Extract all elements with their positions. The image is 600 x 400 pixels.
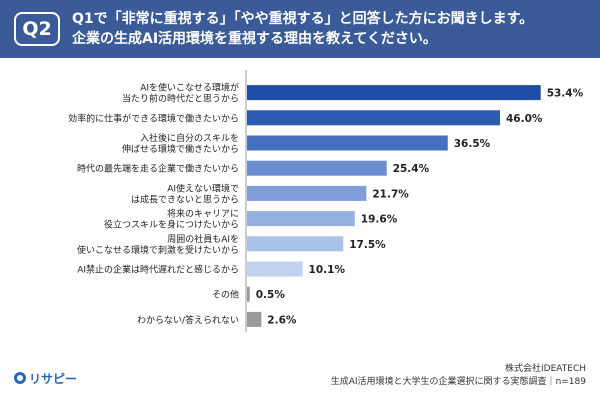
category-label: 将来のキャリアに — [167, 209, 239, 220]
category-label: 使いこなせる環境で刺激を受けたいから — [77, 244, 239, 256]
bar — [247, 261, 303, 277]
bar — [247, 85, 541, 101]
category-label: 役立つスキルを身につけたいから — [104, 219, 239, 231]
bar — [247, 185, 367, 201]
value-label: 25.4% — [393, 163, 430, 175]
bar — [247, 211, 355, 227]
source-survey: 生成AI活用環境と大学生の企業選択に関する実態調査｜n=189 — [330, 377, 586, 387]
category-label: 効率的に仕事ができる環境で働きたいから — [68, 112, 239, 124]
category-label: 時代の最先端を走る企業で働きたいから — [77, 163, 239, 175]
bar — [247, 311, 262, 327]
value-label: 2.6% — [267, 314, 297, 326]
category-label: 伸ばせる環境で働きたいから — [122, 143, 239, 155]
category-label: 当たり前の時代だと思うから — [122, 93, 239, 105]
question-title-line1: Q1で「非常に重視する」「やや重視する」と回答した方にお聞きします。 — [72, 11, 534, 27]
logo-circle-icon — [14, 372, 26, 384]
category-label: AI禁止の企業は時代遅れだと感じるから — [77, 264, 239, 276]
question-title-line2: 企業の生成AI活用環境を重視する理由を教えてください。 — [72, 31, 437, 47]
bar — [247, 135, 448, 151]
value-label: 46.0% — [506, 113, 543, 125]
category-label: わからない/答えられない — [137, 314, 239, 326]
value-label: 0.5% — [256, 289, 286, 301]
category-label: 周囲の社員もAIを — [167, 233, 239, 245]
header-banner: Q2 Q1で「非常に重視する」「やや重視する」と回答した方にお聞きします。 企業… — [0, 0, 600, 58]
category-label: AIを使いこなせる環境が — [140, 82, 239, 94]
value-label: 21.7% — [372, 188, 409, 200]
category-label: その他 — [212, 289, 239, 301]
bar — [247, 110, 500, 126]
question-title: Q1で「非常に重視する」「やや重視する」と回答した方にお聞きします。 企業の生成… — [72, 9, 592, 49]
bar — [247, 160, 387, 176]
source-note: 株式会社IDEATECH 生成AI活用環境と大学生の企業選択に関する実態調査｜n… — [331, 363, 586, 389]
logo-text: リサピー — [29, 371, 78, 386]
category-label: は成長できないと思うから — [131, 193, 239, 205]
value-label: 19.6% — [361, 214, 398, 226]
category-label: 入社後に自分のスキルを — [140, 132, 239, 144]
bar — [247, 286, 250, 302]
category-label: AI使えない環境で — [167, 182, 239, 194]
value-label: 36.5% — [454, 138, 491, 150]
risapy-logo: リサピー — [14, 368, 77, 388]
value-label: 53.4% — [547, 88, 584, 100]
question-badge: Q2 — [14, 12, 60, 46]
source-company: 株式会社IDEATECH — [505, 364, 586, 374]
bar — [247, 236, 344, 252]
value-label: 10.1% — [309, 264, 346, 276]
value-label: 17.5% — [349, 239, 386, 251]
